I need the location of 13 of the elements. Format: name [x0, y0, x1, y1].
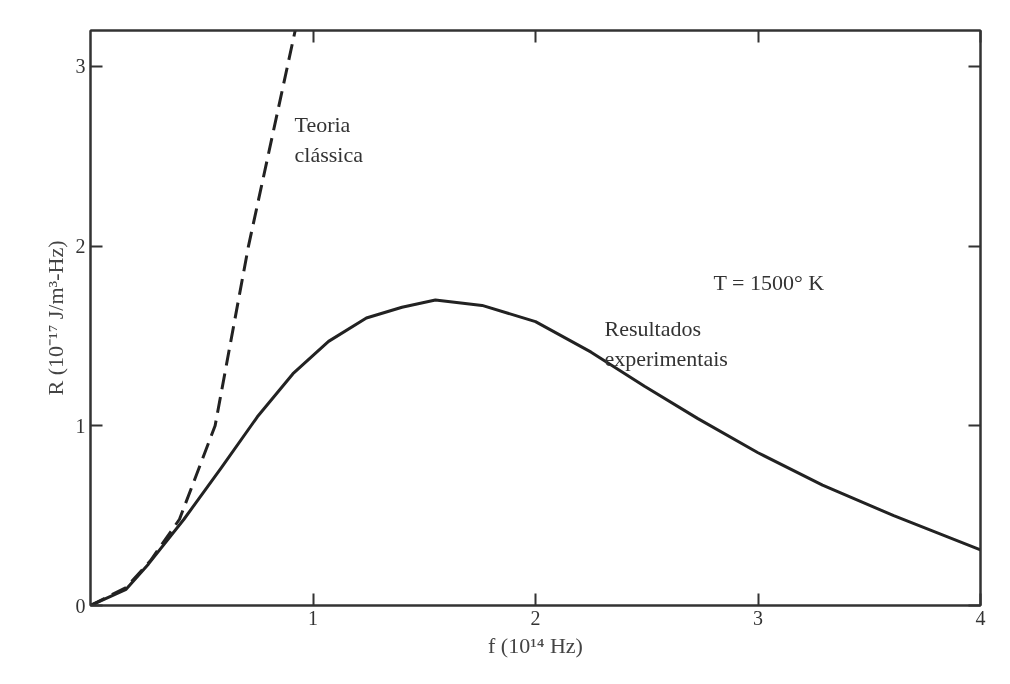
x-axis-title: f (10¹⁴ Hz): [488, 632, 583, 658]
y-tick-label: 1: [75, 414, 86, 437]
y-axis-title: R (10⁻¹⁷ J/m³-Hz): [42, 240, 68, 396]
annotation: Teoria clássica: [294, 112, 364, 167]
x-tick-label: 1: [308, 606, 318, 629]
x-tick-label: 4: [975, 606, 986, 629]
y-tick-label: 0: [75, 594, 86, 617]
x-tick-label: 3: [753, 606, 763, 629]
annotation: T = 1500° K: [713, 270, 825, 295]
y-tick-label: 2: [75, 235, 86, 258]
annotation: Resultados experimentais: [604, 316, 728, 371]
y-tick-label: 3: [75, 55, 86, 78]
x-tick-label: 2: [530, 606, 541, 629]
